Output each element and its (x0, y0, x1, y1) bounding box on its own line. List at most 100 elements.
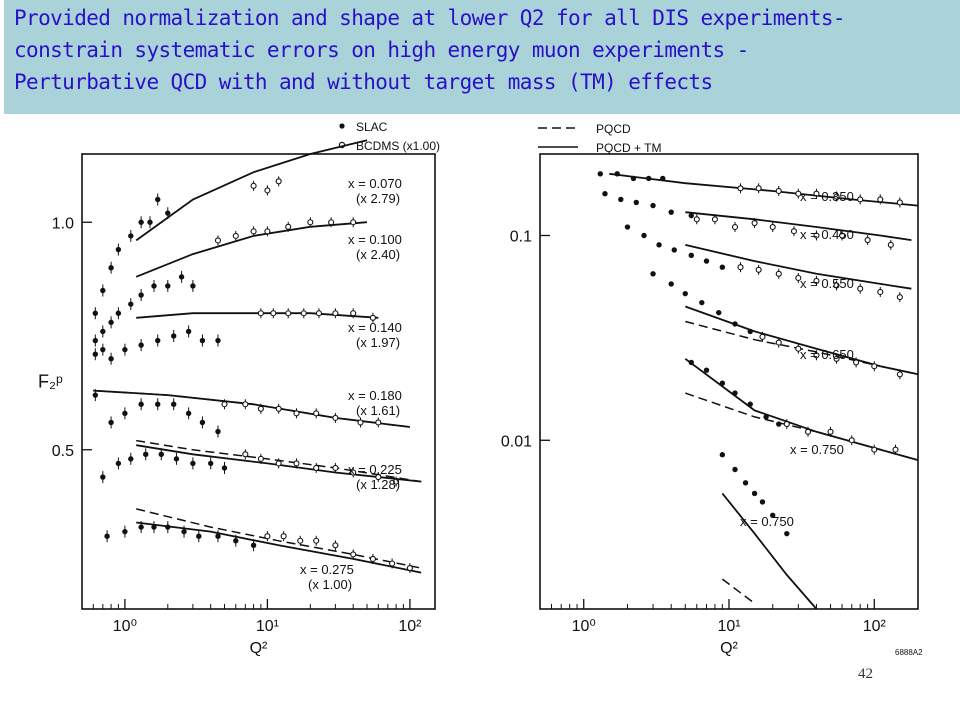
slac-point (100, 346, 106, 353)
slac-point (660, 175, 666, 182)
legend-label: BCDMS (x1.00) (356, 139, 440, 153)
bcdms-point (297, 537, 304, 544)
bcdms-point (693, 216, 700, 223)
bcdms-point (804, 428, 812, 435)
bcdms-point (755, 185, 762, 192)
bcdms-point (242, 401, 249, 408)
bcdms-point (896, 371, 903, 378)
slac-point (178, 274, 185, 280)
bcdms-point (313, 410, 320, 417)
slac-point (759, 499, 766, 505)
slac-point (165, 283, 171, 289)
bcdms-point (332, 414, 339, 421)
slac-point (108, 265, 114, 271)
series-scale-label: (x 1.61) (356, 403, 400, 418)
title-line-2: constrain systematic errors on high ener… (14, 38, 749, 62)
slac-point (92, 337, 99, 344)
bcdms-point (769, 223, 776, 231)
fit-curve (136, 521, 422, 574)
bcdms-point (257, 405, 264, 412)
fit-curve (685, 211, 912, 241)
slac-point (155, 337, 161, 344)
pqcd-curve (136, 439, 422, 483)
slac-point (688, 252, 694, 259)
title-banner: Provided normalization and shape at lowe… (4, 0, 960, 114)
series-scale-label: (x 1.97) (356, 335, 400, 350)
slac-point (668, 281, 674, 287)
series-x-label: x = 0.070 (348, 176, 402, 191)
bcdms-point (759, 333, 766, 340)
slac-point (732, 321, 738, 327)
bcdms-point (813, 190, 820, 197)
slac-point (618, 196, 624, 203)
series-x-label: x = 0.350 (800, 189, 854, 204)
x-axis-label: Q² (720, 640, 738, 657)
plot-frame (539, 153, 919, 610)
slac-point (92, 392, 99, 398)
bcdms-point (232, 232, 239, 239)
slac-point (115, 460, 122, 467)
bcdms-point (864, 237, 871, 244)
bcdms-point (350, 310, 357, 317)
bcdms-point (755, 266, 762, 273)
slac-point (602, 190, 608, 197)
bcdms-point (275, 460, 282, 467)
slac-point (650, 202, 656, 209)
fit-curve (685, 244, 912, 290)
bcdms-point (221, 401, 228, 408)
bcdms-point (275, 178, 282, 185)
slac-point (688, 212, 694, 219)
bcdms-point (332, 542, 339, 549)
slac-point (165, 524, 171, 530)
fit-curve (684, 305, 919, 376)
bcdms-point (257, 455, 264, 462)
bcdms-point (783, 421, 790, 428)
bcdms-point (896, 199, 903, 206)
series-x-label: x = 0.140 (348, 320, 402, 335)
series-x-label: x = 0.100 (348, 232, 402, 247)
slac-point (185, 410, 192, 417)
slac-point (158, 451, 164, 457)
bcdms-point (369, 314, 376, 321)
bcdms-point (877, 288, 884, 296)
slac-point (699, 299, 705, 306)
bcdms-point (242, 451, 249, 458)
slac-point (155, 401, 161, 407)
slac-point (215, 337, 221, 344)
slac-point (170, 401, 177, 407)
slac-point (250, 542, 257, 548)
slac-point (770, 512, 776, 519)
slac-point (138, 219, 144, 225)
x-tick-label: 10² (863, 618, 887, 635)
slac-point (633, 199, 639, 206)
bcdms-point (871, 363, 878, 370)
bcdms-point (795, 274, 802, 282)
bcdms-point (833, 282, 840, 289)
bcdms-point (293, 410, 300, 417)
slac-point (122, 528, 128, 535)
bcdms-point (751, 220, 758, 227)
pqcd-curve (721, 578, 756, 604)
pqcd-curve (136, 508, 422, 569)
slac-point (151, 283, 157, 289)
fit-curve (721, 492, 818, 610)
slac-point (716, 309, 722, 316)
bcdms-point (790, 228, 798, 235)
bcdms-point (795, 190, 802, 197)
slac-point (181, 528, 187, 535)
legend-label: SLAC (356, 120, 388, 134)
bcdms-point (350, 219, 357, 226)
x-tick-label: 10⁰ (572, 618, 596, 635)
slac-point (138, 401, 144, 407)
slac-point (630, 175, 637, 182)
bcdms-point (270, 310, 277, 317)
slac-point (115, 246, 122, 253)
slac-point (751, 490, 758, 497)
bcdms-point (833, 193, 840, 200)
series-x-label: x = 0.180 (348, 388, 402, 403)
slac-point (641, 232, 647, 239)
bcdms-point (350, 469, 357, 476)
left-panel: 10⁰ 10¹ 10² Q² 0.5 1.0 F₂ᵖ SLAC BCDMS (x1.00) x =… (38, 120, 440, 657)
fit-curve (136, 312, 379, 319)
slide-number: 42 (858, 666, 873, 682)
